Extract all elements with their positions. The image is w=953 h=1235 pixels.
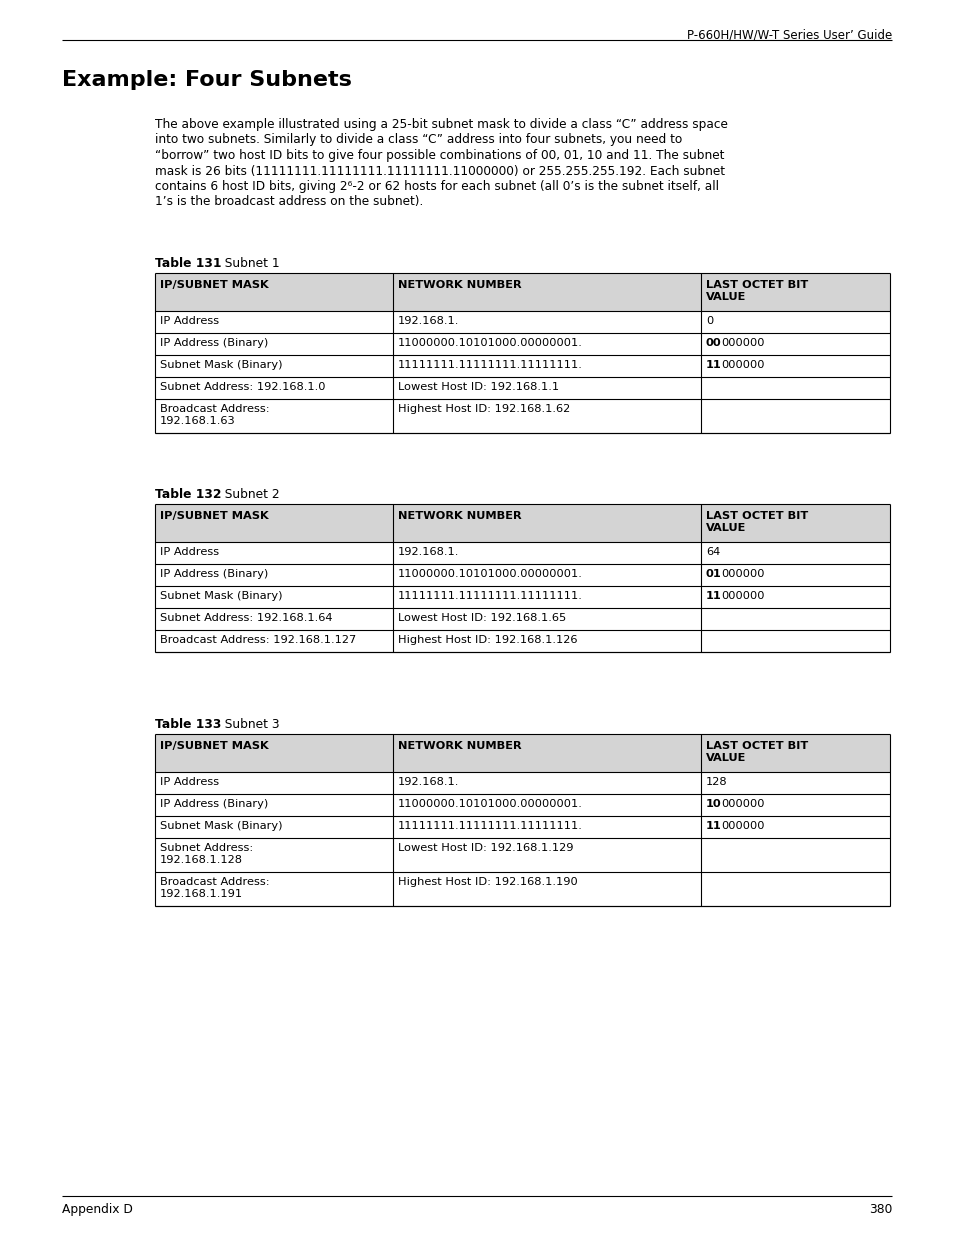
Text: 11000000.10101000.00000001.: 11000000.10101000.00000001.	[397, 569, 582, 579]
Text: 192.168.1.: 192.168.1.	[397, 316, 459, 326]
Text: LAST OCTET BIT
VALUE: LAST OCTET BIT VALUE	[705, 280, 807, 301]
Text: Subnet 1: Subnet 1	[216, 257, 279, 270]
Text: NETWORK NUMBER: NETWORK NUMBER	[397, 741, 521, 751]
Text: Lowest Host ID: 192.168.1.65: Lowest Host ID: 192.168.1.65	[397, 613, 566, 622]
Text: Subnet 2: Subnet 2	[216, 488, 279, 501]
Text: 1’s is the broadcast address on the subnet).: 1’s is the broadcast address on the subn…	[154, 195, 423, 209]
Text: Subnet Mask (Binary): Subnet Mask (Binary)	[160, 592, 282, 601]
Text: IP Address (Binary): IP Address (Binary)	[160, 799, 268, 809]
Bar	[154, 734, 889, 772]
Text: into two subnets. Similarly to divide a class “C” address into four subnets, you: into two subnets. Similarly to divide a …	[154, 133, 681, 147]
Text: Broadcast Address: 192.168.1.127: Broadcast Address: 192.168.1.127	[160, 635, 355, 645]
Text: Subnet 3: Subnet 3	[216, 718, 279, 731]
Text: LAST OCTET BIT
VALUE: LAST OCTET BIT VALUE	[705, 741, 807, 762]
Text: The above example illustrated using a 25-bit subnet mask to divide a class “C” a: The above example illustrated using a 25…	[154, 119, 727, 131]
Text: 11000000.10101000.00000001.: 11000000.10101000.00000001.	[397, 338, 582, 348]
Bar	[154, 273, 889, 311]
Text: 64: 64	[705, 547, 720, 557]
Text: 01: 01	[705, 569, 721, 579]
Text: IP Address: IP Address	[160, 547, 219, 557]
Text: mask is 26 bits (11111111.11111111.11111111.11000000) or 255.255.255.192. Each s: mask is 26 bits (11111111.11111111.11111…	[154, 164, 724, 178]
Text: 11111111.11111111.11111111.: 11111111.11111111.11111111.	[397, 821, 582, 831]
Text: 11111111.11111111.11111111.: 11111111.11111111.11111111.	[397, 359, 582, 370]
Text: Subnet Address: 192.168.1.64: Subnet Address: 192.168.1.64	[160, 613, 333, 622]
Text: Highest Host ID: 192.168.1.126: Highest Host ID: 192.168.1.126	[397, 635, 577, 645]
Text: Table 131: Table 131	[154, 257, 221, 270]
Text: contains 6 host ID bits, giving 2⁶-2 or 62 hosts for each subnet (all 0’s is the: contains 6 host ID bits, giving 2⁶-2 or …	[154, 180, 719, 193]
Text: 11000000.10101000.00000001.: 11000000.10101000.00000001.	[397, 799, 582, 809]
Text: Subnet Address: 192.168.1.0: Subnet Address: 192.168.1.0	[160, 382, 325, 391]
Text: 000000: 000000	[721, 821, 764, 831]
Text: “borrow” two host ID bits to give four possible combinations of 00, 01, 10 and 1: “borrow” two host ID bits to give four p…	[154, 149, 723, 162]
Text: 000000: 000000	[721, 569, 764, 579]
Text: Example: Four Subnets: Example: Four Subnets	[62, 70, 352, 90]
Text: Lowest Host ID: 192.168.1.1: Lowest Host ID: 192.168.1.1	[397, 382, 558, 391]
Text: 11111111.11111111.11111111.: 11111111.11111111.11111111.	[397, 592, 582, 601]
Text: Table 132: Table 132	[154, 488, 221, 501]
Text: IP/SUBNET MASK: IP/SUBNET MASK	[160, 741, 269, 751]
Text: LAST OCTET BIT
VALUE: LAST OCTET BIT VALUE	[705, 511, 807, 532]
Text: IP Address (Binary): IP Address (Binary)	[160, 569, 268, 579]
Text: P-660H/HW/W-T Series User’ Guide: P-660H/HW/W-T Series User’ Guide	[686, 28, 891, 41]
Text: 000000: 000000	[721, 592, 764, 601]
Text: 0: 0	[705, 316, 713, 326]
Text: 11: 11	[705, 592, 721, 601]
Text: Subnet Mask (Binary): Subnet Mask (Binary)	[160, 821, 282, 831]
Text: 128: 128	[705, 777, 727, 787]
Text: NETWORK NUMBER: NETWORK NUMBER	[397, 280, 521, 290]
Text: 11: 11	[705, 821, 721, 831]
Text: IP Address: IP Address	[160, 777, 219, 787]
Text: 000000: 000000	[721, 799, 764, 809]
Text: 192.168.1.: 192.168.1.	[397, 547, 459, 557]
Text: IP Address (Binary): IP Address (Binary)	[160, 338, 268, 348]
Text: IP/SUBNET MASK: IP/SUBNET MASK	[160, 511, 269, 521]
Text: Broadcast Address:
192.168.1.191: Broadcast Address: 192.168.1.191	[160, 877, 270, 899]
Text: Highest Host ID: 192.168.1.190: Highest Host ID: 192.168.1.190	[397, 877, 578, 887]
Text: Table 133: Table 133	[154, 718, 221, 731]
Bar	[154, 504, 889, 542]
Text: Subnet Address:
192.168.1.128: Subnet Address: 192.168.1.128	[160, 844, 253, 864]
Text: 380: 380	[868, 1203, 891, 1216]
Text: Highest Host ID: 192.168.1.62: Highest Host ID: 192.168.1.62	[397, 404, 570, 414]
Text: 11: 11	[705, 359, 721, 370]
Text: IP/SUBNET MASK: IP/SUBNET MASK	[160, 280, 269, 290]
Text: NETWORK NUMBER: NETWORK NUMBER	[397, 511, 521, 521]
Text: Subnet Mask (Binary): Subnet Mask (Binary)	[160, 359, 282, 370]
Text: Appendix D: Appendix D	[62, 1203, 132, 1216]
Text: IP Address: IP Address	[160, 316, 219, 326]
Text: 000000: 000000	[721, 359, 764, 370]
Text: 10: 10	[705, 799, 721, 809]
Text: Broadcast Address:
192.168.1.63: Broadcast Address: 192.168.1.63	[160, 404, 270, 426]
Text: 000000: 000000	[721, 338, 764, 348]
Text: 192.168.1.: 192.168.1.	[397, 777, 459, 787]
Text: 00: 00	[705, 338, 721, 348]
Text: Lowest Host ID: 192.168.1.129: Lowest Host ID: 192.168.1.129	[397, 844, 573, 853]
